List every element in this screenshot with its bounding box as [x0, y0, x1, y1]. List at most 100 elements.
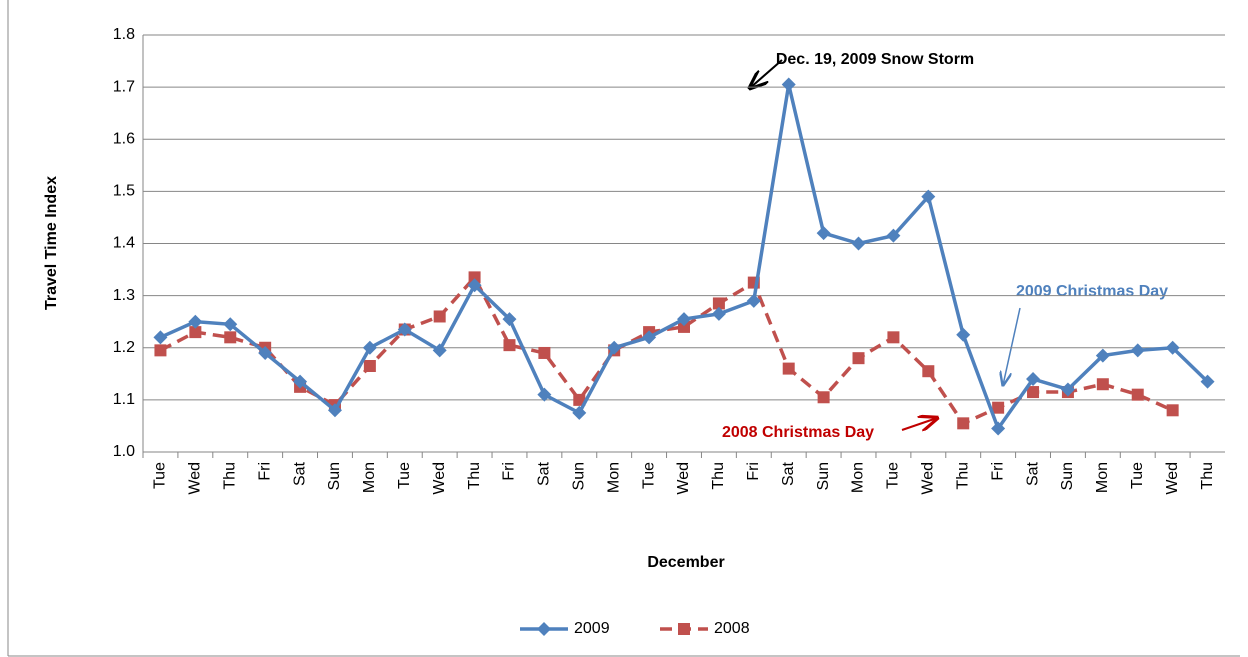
point [921, 189, 936, 204]
x-tick-label: Fri [745, 462, 762, 481]
point [538, 346, 551, 359]
legend-label: 2008 [714, 620, 750, 637]
point [991, 421, 1006, 436]
point [607, 340, 622, 355]
point [572, 405, 587, 420]
point [1060, 382, 1075, 397]
x-tick-label: Mon [850, 462, 867, 493]
y-tick-label: 1.3 [113, 287, 135, 304]
point [1200, 374, 1215, 389]
point [922, 365, 935, 378]
x-tick-label: Tue [640, 462, 657, 489]
point [188, 314, 203, 329]
point [851, 236, 866, 251]
x-tick-label: Tue [885, 462, 902, 489]
point [1026, 372, 1041, 387]
y-tick-label: 1.7 [113, 78, 135, 95]
point [1165, 340, 1180, 355]
annotation-arrow [901, 418, 937, 430]
point [1027, 386, 1040, 399]
y-tick-label: 1.2 [113, 339, 135, 356]
x-tick-label: Tue [1129, 462, 1146, 489]
legend-marker [537, 622, 551, 636]
point [887, 331, 900, 344]
point [1131, 388, 1144, 401]
point [573, 393, 586, 406]
legend-label: 2009 [574, 620, 610, 637]
y-tick-label: 1.0 [113, 443, 135, 460]
y-tick-label: 1.8 [113, 26, 135, 43]
y-tick-label: 1.4 [113, 235, 135, 252]
y-tick-label: 1.6 [113, 130, 135, 147]
x-tick-label: Thu [221, 462, 238, 490]
annotation: 2009 Christmas Day [1016, 283, 1168, 300]
point [503, 339, 516, 352]
x-tick-label: Mon [1094, 462, 1111, 493]
point [711, 306, 726, 321]
x-tick-label: Sun [1059, 462, 1076, 490]
point [327, 403, 342, 418]
x-tick-label: Wed [675, 462, 692, 495]
point [189, 326, 202, 339]
x-tick-label: Thu [954, 462, 971, 490]
x-tick-label: Mon [361, 462, 378, 493]
point [886, 228, 901, 243]
legend-marker [678, 623, 690, 635]
x-tick-label: Mon [605, 462, 622, 493]
x-tick-label: Thu [466, 462, 483, 490]
point [432, 343, 447, 358]
x-tick-label: Sat [780, 461, 797, 486]
x-tick-label: Sat [1024, 461, 1041, 486]
point [468, 271, 481, 284]
x-tick-label: Fri [501, 462, 518, 481]
point [397, 322, 412, 337]
annotation-arrow [750, 59, 783, 88]
x-tick-label: Sun [326, 462, 343, 490]
x-tick-label: Thu [1199, 462, 1216, 490]
point [1095, 348, 1110, 363]
point [746, 293, 761, 308]
x-tick-label: Wed [1164, 462, 1181, 495]
point [992, 401, 1005, 414]
point [154, 344, 167, 357]
point [852, 352, 865, 365]
point [1166, 404, 1179, 417]
annotation: Dec. 19, 2009 Snow Storm [776, 51, 974, 68]
x-tick-label: Sat [291, 461, 308, 486]
point [817, 391, 830, 404]
point [1130, 343, 1145, 358]
x-tick-label: Sun [571, 462, 588, 490]
y-tick-label: 1.5 [113, 183, 135, 200]
point [678, 320, 690, 333]
point [677, 312, 691, 327]
point [781, 77, 796, 92]
point [433, 310, 446, 323]
point [642, 330, 657, 345]
point [153, 330, 168, 345]
point [537, 387, 552, 402]
point [957, 417, 970, 430]
x-tick-label: Fri [989, 462, 1006, 481]
point [224, 331, 237, 344]
point [712, 297, 725, 310]
series-line [159, 84, 1209, 433]
x-tick-label: Wed [187, 462, 204, 495]
point [223, 317, 238, 332]
chart-frame [7, 0, 1240, 657]
point [956, 327, 971, 342]
point [816, 226, 831, 241]
x-tick-label: Sun [815, 462, 832, 490]
y-axis-title: Travel Time Index [43, 176, 60, 310]
x-tick-label: Thu [710, 462, 727, 490]
y-tick-label: 1.1 [113, 391, 135, 408]
x-tick-label: Wed [431, 462, 448, 495]
point [1096, 378, 1109, 391]
x-axis-title: December [647, 554, 724, 571]
point [258, 345, 273, 360]
point [782, 362, 795, 375]
point [362, 340, 377, 355]
x-tick-label: Sat [536, 461, 553, 486]
x-tick-label: Wed [920, 462, 937, 495]
